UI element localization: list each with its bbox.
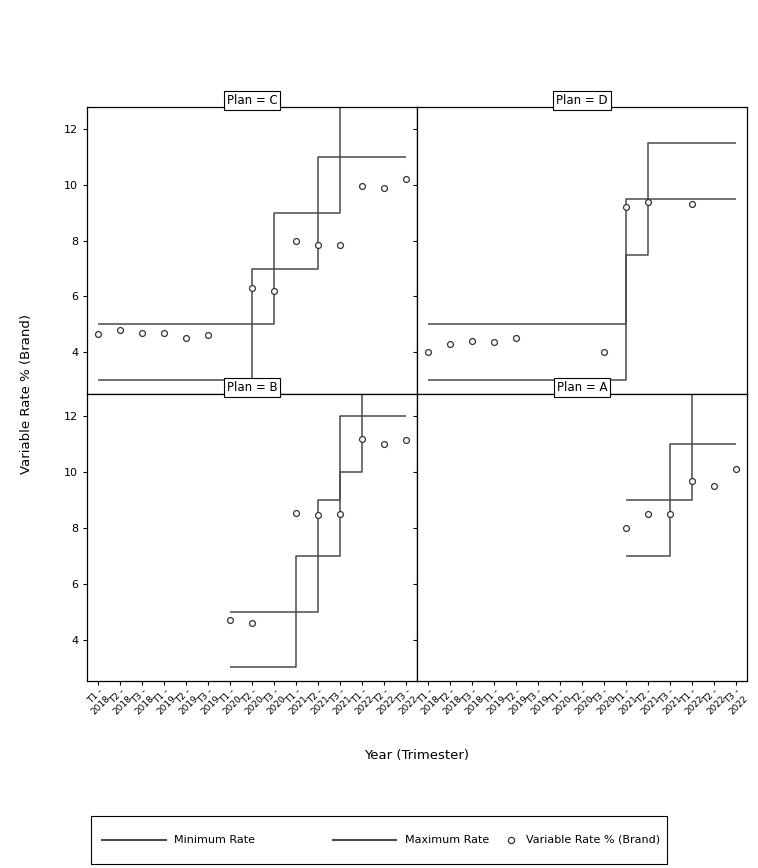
Point bbox=[620, 201, 632, 214]
Point bbox=[246, 616, 258, 630]
Title: Plan = A: Plan = A bbox=[556, 381, 607, 394]
Point bbox=[597, 345, 609, 359]
Point bbox=[707, 479, 719, 493]
Title: Plan = D: Plan = D bbox=[556, 94, 608, 107]
Point bbox=[334, 238, 346, 252]
Point bbox=[377, 437, 390, 451]
Text: Maximum Rate: Maximum Rate bbox=[405, 835, 489, 845]
Point bbox=[443, 337, 456, 351]
Point bbox=[465, 334, 478, 348]
Point bbox=[224, 613, 236, 627]
Point bbox=[268, 284, 280, 298]
Point bbox=[620, 521, 632, 535]
Point bbox=[356, 180, 368, 194]
Point bbox=[488, 336, 500, 350]
Point bbox=[729, 463, 741, 477]
Point bbox=[641, 507, 653, 521]
Point bbox=[506, 833, 518, 847]
Text: Time vs Change in Variable Rate Rangeᵃ (brand
name drugs): Time vs Change in Variable Rate Rangeᵃ (… bbox=[112, 18, 532, 57]
Point bbox=[334, 507, 346, 521]
Point bbox=[356, 431, 368, 445]
Point bbox=[664, 507, 676, 521]
Title: Plan = C: Plan = C bbox=[227, 94, 277, 107]
Text: FIGURE 1.: FIGURE 1. bbox=[9, 29, 106, 47]
Text: Minimum Rate: Minimum Rate bbox=[174, 835, 255, 845]
Point bbox=[136, 326, 149, 339]
Point bbox=[400, 433, 412, 447]
Point bbox=[92, 327, 105, 341]
Text: Year (Trimester): Year (Trimester) bbox=[365, 749, 469, 761]
Point bbox=[685, 197, 697, 211]
Point bbox=[290, 506, 302, 520]
Point bbox=[180, 332, 193, 345]
Point bbox=[202, 329, 214, 343]
Point bbox=[114, 323, 126, 337]
Text: Variable Rate % (Brand): Variable Rate % (Brand) bbox=[526, 835, 660, 845]
Point bbox=[509, 332, 522, 345]
Point bbox=[421, 345, 434, 359]
Point bbox=[158, 326, 170, 339]
Point bbox=[290, 233, 302, 247]
Point bbox=[312, 238, 324, 252]
Title: Plan = B: Plan = B bbox=[227, 381, 277, 394]
Point bbox=[641, 194, 653, 208]
Text: Variable Rate % (Brand): Variable Rate % (Brand) bbox=[20, 314, 33, 474]
Point bbox=[377, 181, 390, 194]
Point bbox=[246, 281, 258, 295]
Point bbox=[312, 509, 324, 523]
Point bbox=[685, 474, 697, 488]
Point bbox=[400, 173, 412, 187]
